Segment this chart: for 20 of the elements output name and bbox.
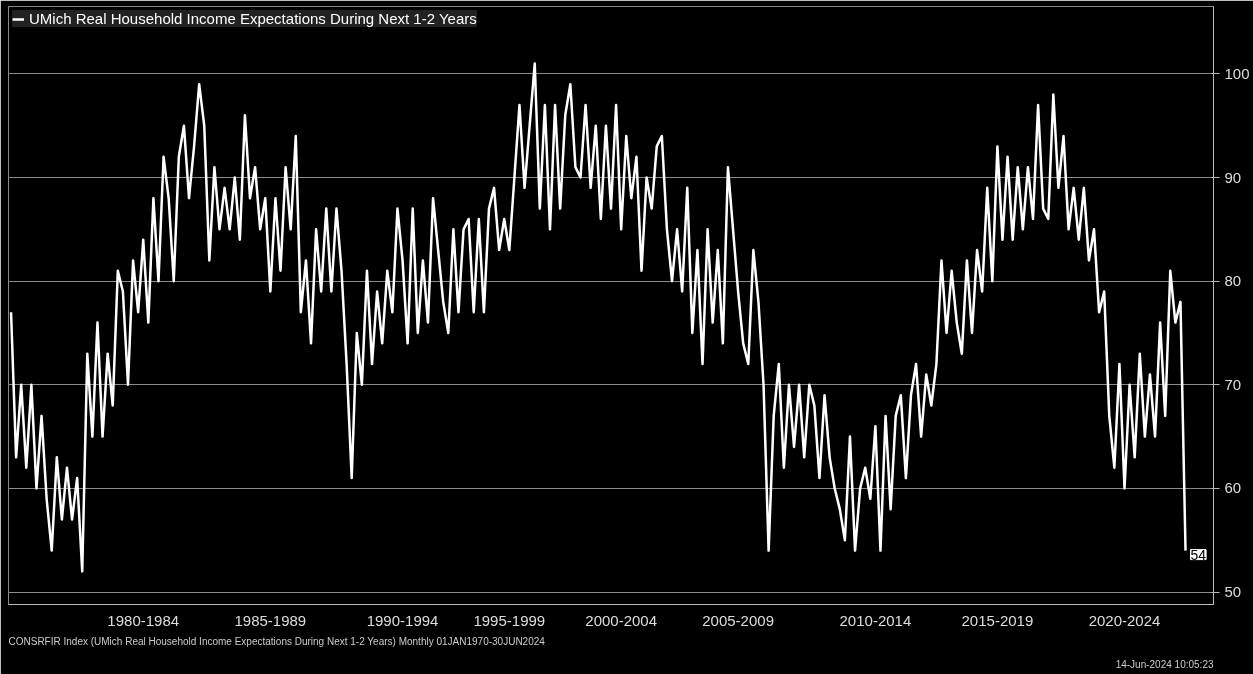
x-tick-label: 1980-1984 [107,611,180,629]
text: 14-Jun-2024 10:05:23 [1115,658,1214,670]
line-series [9,62,1187,573]
text: CONSRFIR Index (UMich Real Household Income Expectations During Next 1-2 Years) Monthly 01JAN1970-30JUN2024 [8,635,546,647]
x-tick-label: 2010-2014 [839,611,912,629]
x-tick-label: 1985-1989 [234,611,307,629]
y-tick-label: 70 [1224,375,1242,393]
y-tick-label: 60 [1224,479,1242,497]
x-tick-label: 2020-2024 [1088,611,1161,629]
y-tick-label: 90 [1224,168,1242,186]
x-tick-label: 2015-2019 [961,611,1034,629]
data-label: 54 [1190,546,1207,563]
y-tick-label: 100 [1224,64,1250,82]
y-tick-label: 50 [1224,583,1242,601]
x-tick-label: 2000-2004 [585,611,658,629]
legend-label: UMich Real Household Income Expectations During Next 1-2 Years [29,10,477,27]
x-tick-label: 1990-1994 [366,611,439,629]
x-tick-label: 2005-2009 [702,611,774,629]
x-tick-label: 1995-1999 [473,611,546,629]
y-tick-label: 80 [1224,272,1242,290]
